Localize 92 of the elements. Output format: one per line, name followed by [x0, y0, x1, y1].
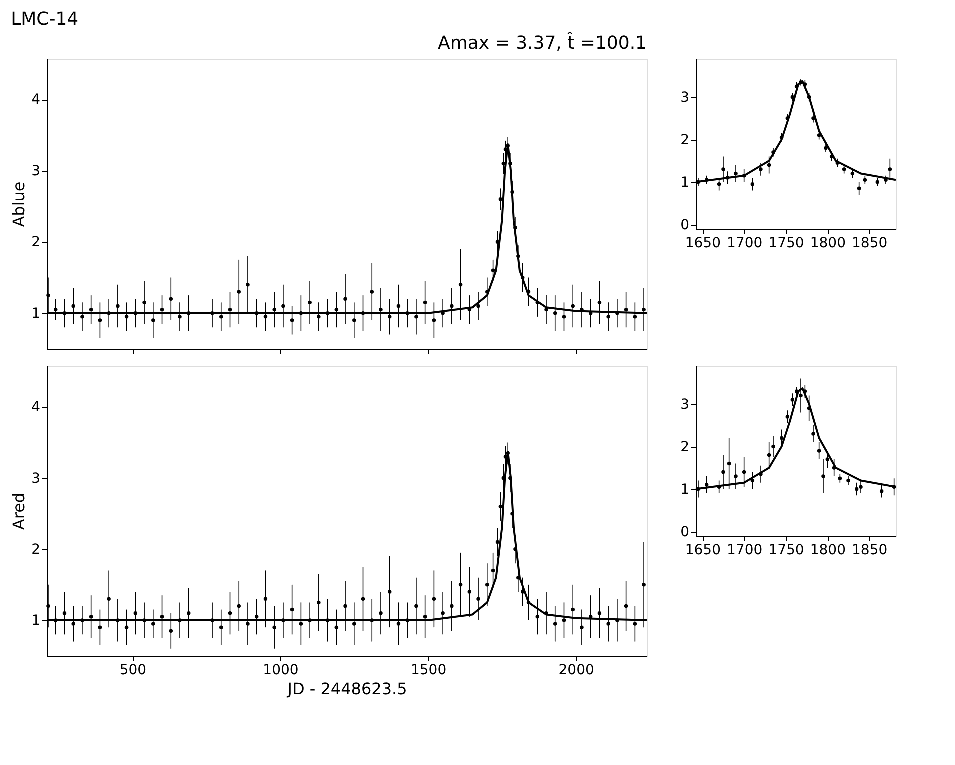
point: [717, 485, 722, 489]
point: [734, 172, 738, 176]
point: [750, 478, 755, 483]
point: [767, 163, 772, 168]
point: [794, 84, 799, 88]
x-tick-label: 1700: [727, 236, 763, 252]
point: [799, 394, 803, 398]
x-axis-title: JD - 2448623.5: [286, 680, 408, 698]
y-tick-label: 3: [32, 470, 40, 487]
point: [722, 470, 726, 474]
text: Amax = 3.37, t̂ =100.1: [438, 32, 647, 54]
point: [696, 487, 700, 492]
y-tick-label: 2: [32, 542, 40, 558]
point: [859, 485, 863, 489]
point: [857, 186, 862, 190]
point: [836, 161, 840, 165]
x-tick-label: 1750: [768, 542, 804, 558]
x-tick-label: 1700: [727, 542, 763, 558]
x-tick-label: 1650: [685, 542, 721, 558]
point: [838, 476, 842, 480]
point: [790, 95, 795, 100]
point: [704, 483, 709, 487]
y-tick-label: 2: [680, 132, 690, 148]
x-tick-label: 1850: [852, 542, 888, 558]
point: [696, 180, 700, 184]
y-tick-label: 0: [680, 524, 690, 540]
x-tick-label: 500: [120, 662, 147, 678]
point: [832, 466, 836, 470]
x-tick-label: 1650: [685, 236, 721, 252]
y-tick-label: 1: [32, 306, 40, 322]
point: [717, 182, 722, 186]
point: [830, 154, 834, 159]
y-tick-label: 1: [680, 174, 690, 191]
point: [759, 472, 763, 476]
x-tick-label: 1000: [263, 662, 299, 678]
point: [734, 474, 738, 478]
point: [790, 398, 795, 402]
point: [854, 487, 859, 492]
point: [812, 116, 816, 120]
x-tick-label: 1750: [768, 236, 804, 252]
point: [726, 176, 730, 180]
point: [767, 453, 772, 458]
point: [812, 432, 816, 436]
y-tick-label: 3: [32, 163, 40, 180]
point: [786, 415, 790, 419]
point: [794, 390, 799, 394]
point: [772, 444, 776, 449]
point: [704, 178, 709, 182]
point: [846, 478, 850, 483]
point: [780, 436, 784, 440]
point: [772, 150, 776, 154]
y-tick-label: 2: [32, 234, 40, 251]
point: [759, 168, 763, 172]
y-tick-label: 0: [680, 217, 690, 234]
point: [722, 168, 726, 172]
y-tick-label: 4: [32, 92, 41, 108]
y-tick-label: 2: [680, 439, 690, 456]
y-tick-label: 1: [32, 612, 40, 629]
y-tick-label: 3: [680, 396, 690, 413]
chart-title: LMC-14: [11, 9, 79, 30]
point: [876, 180, 880, 184]
x-tick-label: 1500: [410, 662, 447, 678]
x-tick-label: 1800: [810, 236, 846, 252]
point: [786, 116, 790, 120]
point: [807, 406, 812, 410]
y-axis-title: Ared: [10, 492, 29, 530]
x-tick-label: 2000: [558, 662, 594, 678]
point: [826, 458, 830, 462]
point: [892, 485, 896, 489]
y-axis-title: Ablue: [10, 182, 29, 228]
point: [750, 182, 755, 186]
point: [842, 168, 846, 172]
x-tick-label: 1850: [852, 236, 888, 252]
point: [822, 474, 826, 478]
point: [863, 178, 868, 182]
y-tick-label: 4: [32, 400, 41, 416]
x-tick-label: 1800: [810, 542, 846, 558]
point: [727, 462, 732, 466]
point: [780, 136, 784, 140]
point: [803, 390, 808, 394]
point: [803, 82, 808, 86]
point: [880, 490, 884, 494]
point: [888, 168, 892, 172]
point: [742, 470, 746, 474]
y-tick-label: 1: [680, 482, 690, 498]
point: [824, 146, 828, 150]
point: [742, 174, 746, 178]
point: [817, 134, 822, 138]
point: [807, 95, 812, 100]
point: [850, 172, 855, 176]
point: [817, 449, 822, 453]
y-tick-label: 3: [680, 90, 690, 106]
